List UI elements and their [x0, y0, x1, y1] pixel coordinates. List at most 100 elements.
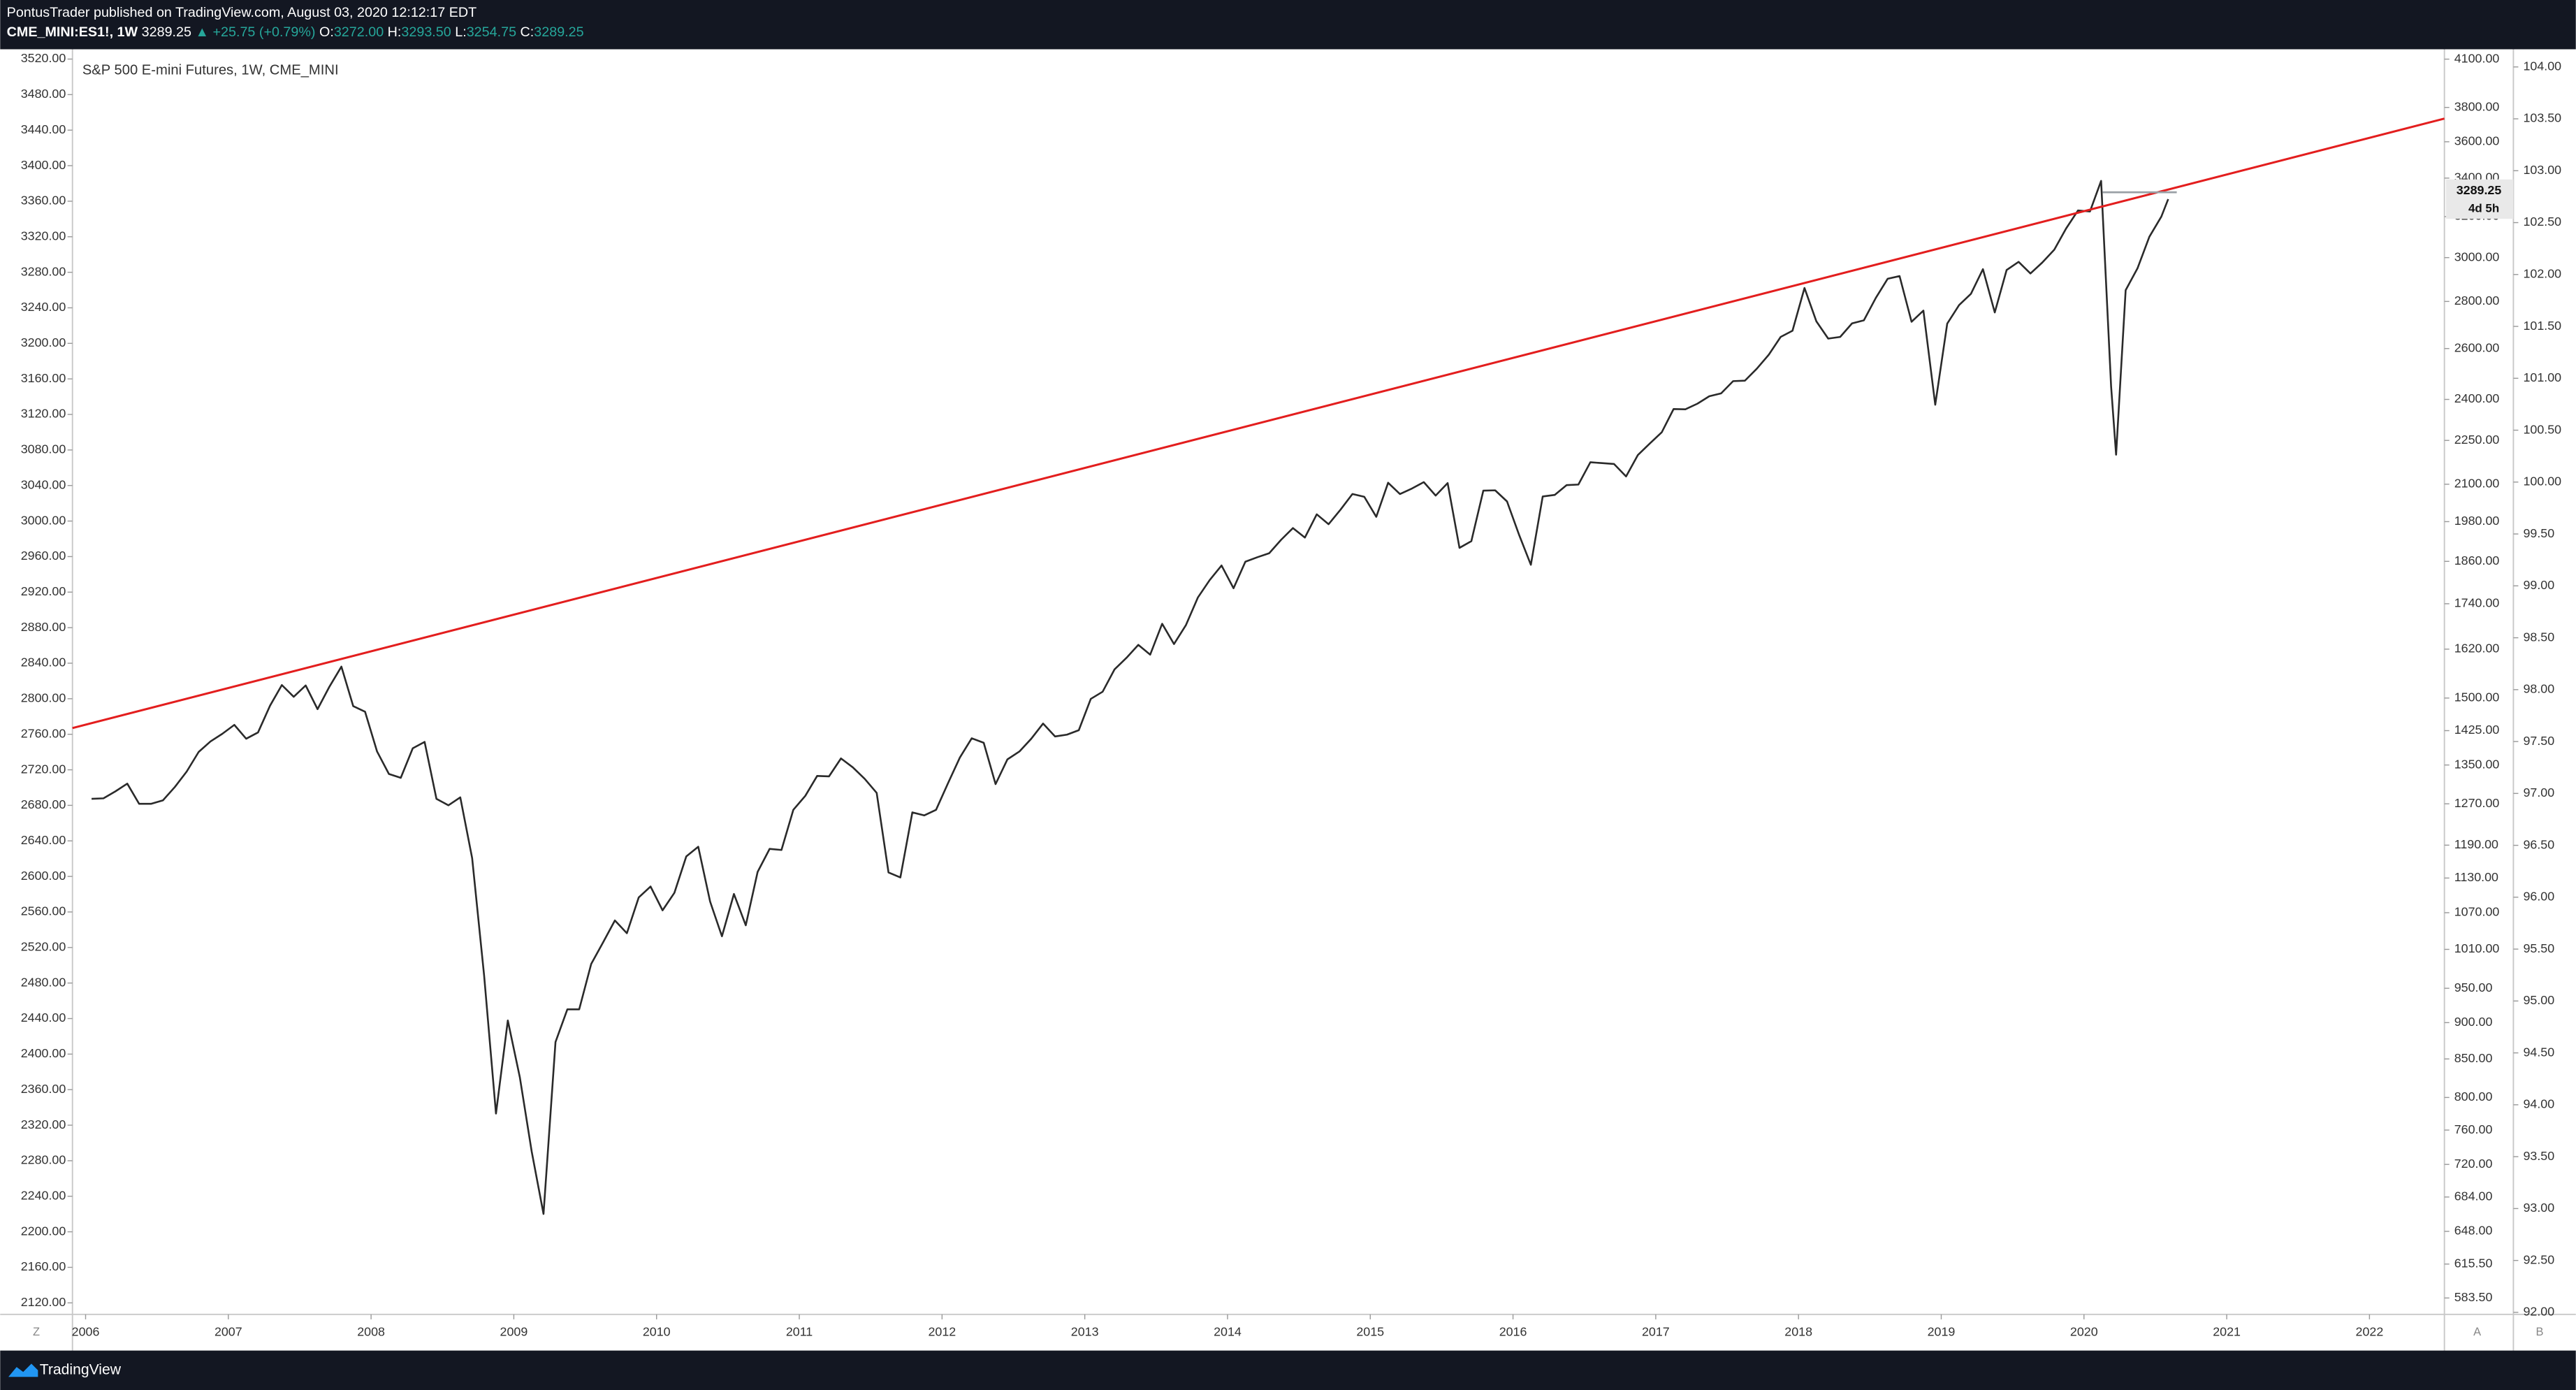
close: 3289.25	[534, 24, 583, 40]
tick-label: 103.50	[2524, 111, 2562, 125]
tick-label: 2800.00	[21, 691, 66, 705]
x-tick-label: 2018	[1784, 1324, 1812, 1338]
header-bar	[0, 0, 2576, 50]
brand[interactable]: TradingView	[40, 1361, 122, 1377]
tick-label: 3360.00	[21, 194, 66, 208]
x-tick-label: 2022	[2356, 1324, 2384, 1338]
l-label: L:	[455, 24, 466, 40]
x-tick-label: 2006	[72, 1324, 100, 1338]
tick-label: 3480.00	[21, 87, 66, 101]
tick-label: 1860.00	[2454, 553, 2500, 567]
tick-label: 98.50	[2524, 630, 2555, 644]
tick-label: 615.50	[2454, 1257, 2493, 1270]
tick-label: 1425.00	[2454, 723, 2500, 737]
tick-label: 1350.00	[2454, 757, 2500, 771]
tick-label: 850.00	[2454, 1051, 2493, 1065]
tick-label: 104.00	[2524, 59, 2562, 73]
tick-label: 100.00	[2524, 475, 2562, 488]
tick-label: 2960.00	[21, 549, 66, 563]
tick-label: 94.00	[2524, 1097, 2555, 1111]
tick-label: 2120.00	[21, 1295, 66, 1309]
x-tick-label: 2012	[928, 1324, 956, 1338]
x-tick-label: 2016	[1499, 1324, 1527, 1338]
x-tick-label: 2017	[1642, 1324, 1670, 1338]
change: ▲ +25.75 (+0.79%)	[195, 24, 315, 40]
h-label: H:	[388, 24, 402, 40]
tick-label: 3080.00	[21, 442, 66, 456]
control[interactable]: B	[2536, 1326, 2544, 1338]
tick-label: 648.00	[2454, 1224, 2493, 1238]
tick-label: 1740.00	[2454, 596, 2500, 610]
high: 3293.50	[401, 24, 451, 40]
x-tick-label: 2011	[786, 1324, 813, 1338]
last-price-box	[2446, 179, 2514, 219]
tick-label: 99.50	[2524, 526, 2555, 540]
tick-label: 2600.00	[2454, 340, 2500, 354]
tick-label: 94.50	[2524, 1045, 2555, 1059]
tick-label: 2200.00	[21, 1224, 66, 1238]
tick-label: 93.50	[2524, 1149, 2555, 1163]
tick-label: 2320.00	[21, 1117, 66, 1131]
tick-label: 3000.00	[2454, 249, 2500, 263]
tick-label: 900.00	[2454, 1015, 2493, 1029]
tick-label: 2440.00	[21, 1011, 66, 1025]
open: 3272.00	[334, 24, 384, 40]
tick-label: 950.00	[2454, 980, 2493, 994]
tick-label: 2680.00	[21, 797, 66, 811]
tick-label: 98.00	[2524, 682, 2555, 696]
tick-label: 3320.00	[21, 229, 66, 242]
logo	[8, 1363, 38, 1377]
tick-label: 3400.00	[21, 158, 66, 172]
tick-label: 2640.00	[21, 833, 66, 847]
tick-label: 97.00	[2524, 786, 2555, 799]
footer-bar	[0, 1350, 2576, 1390]
tick-label: 99.00	[2524, 578, 2555, 592]
tick-label: 1010.00	[2454, 941, 2500, 955]
tick-label: 684.00	[2454, 1189, 2493, 1203]
tick-label: 2160.00	[21, 1259, 66, 1273]
c-label: C:	[521, 24, 534, 40]
tick-label: 2920.00	[21, 584, 66, 598]
tick-label: 3280.00	[21, 264, 66, 278]
tick-label: 4100.00	[2454, 51, 2500, 65]
tick-label: 3520.00	[21, 51, 66, 65]
chart-bg	[0, 49, 2576, 1351]
tick-label: 103.00	[2524, 163, 2562, 177]
tick-label: 720.00	[2454, 1157, 2493, 1171]
price-line	[92, 180, 2169, 1215]
tick-label: 93.00	[2524, 1201, 2555, 1215]
x-tick-label: 2008	[357, 1324, 385, 1338]
x-tick-label: 2013	[1071, 1324, 1099, 1338]
tick-label: 1500.00	[2454, 690, 2500, 704]
control[interactable]: Z	[33, 1326, 40, 1338]
tick-label: 92.50	[2524, 1252, 2555, 1266]
tick-label: 3000.00	[21, 513, 66, 527]
control[interactable]: A	[2473, 1326, 2481, 1338]
tick-label: 3240.00	[21, 300, 66, 314]
tick-label: 3200.00	[21, 335, 66, 349]
tick-label: 2520.00	[21, 940, 66, 954]
countdown: 4d 5h	[2468, 202, 2499, 215]
tick-label: 96.00	[2524, 890, 2555, 904]
tick-label: 3800.00	[2454, 99, 2500, 113]
symbol: CME_MINI:ES1!, 1W	[7, 24, 138, 40]
o-label: O:	[319, 24, 334, 40]
tick-label: 102.50	[2524, 215, 2562, 229]
tick-label: 2560.00	[21, 904, 66, 918]
price: 3289.25	[142, 24, 191, 40]
tick-label: 95.00	[2524, 993, 2555, 1007]
low: 3254.75	[467, 24, 516, 40]
tick-label: 102.00	[2524, 267, 2562, 281]
tick-label: 3120.00	[21, 407, 66, 421]
tick-label: 2760.00	[21, 726, 66, 740]
tick-label: 1270.00	[2454, 796, 2500, 810]
tick-label: 760.00	[2454, 1122, 2493, 1136]
tick-label: 1980.00	[2454, 514, 2500, 528]
tick-label: 1620.00	[2454, 642, 2500, 656]
tick-label: 92.00	[2524, 1305, 2555, 1319]
tick-label: 95.50	[2524, 941, 2555, 955]
tick-label: 2880.00	[21, 620, 66, 634]
tick-label: 2720.00	[21, 762, 66, 776]
tick-label: 101.00	[2524, 370, 2562, 384]
x-tick-label: 2010	[643, 1324, 671, 1338]
